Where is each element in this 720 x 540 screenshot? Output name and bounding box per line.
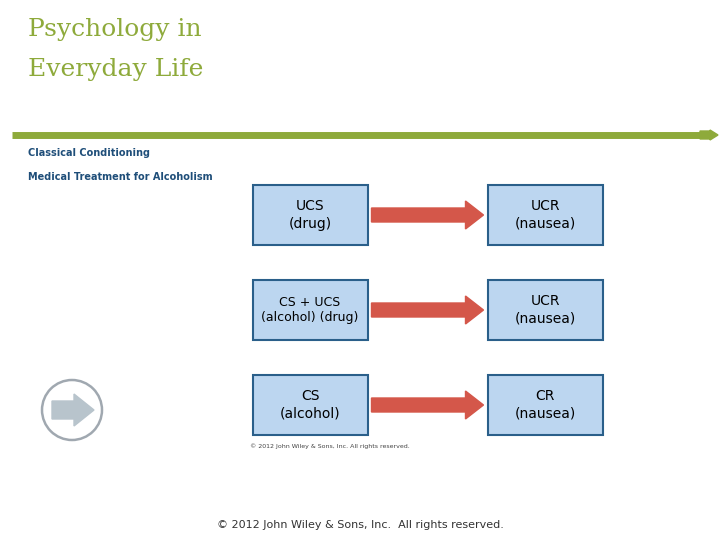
Text: Classical Conditioning: Classical Conditioning [28, 148, 150, 158]
Text: © 2012 John Wiley & Sons, Inc. All rights reserved.: © 2012 John Wiley & Sons, Inc. All right… [250, 443, 410, 449]
Text: CS + UCS
(alcohol) (drug): CS + UCS (alcohol) (drug) [261, 295, 359, 325]
Text: Psychology in: Psychology in [28, 18, 202, 41]
FancyBboxPatch shape [487, 375, 603, 435]
Polygon shape [372, 391, 484, 419]
Polygon shape [372, 201, 484, 229]
Text: Medical Treatment for Alcoholism: Medical Treatment for Alcoholism [28, 172, 212, 182]
Polygon shape [372, 296, 484, 324]
Text: UCR
(nausea): UCR (nausea) [514, 294, 575, 326]
Text: UCS
(drug): UCS (drug) [289, 199, 332, 231]
FancyBboxPatch shape [253, 280, 367, 340]
Polygon shape [52, 394, 94, 426]
FancyBboxPatch shape [487, 280, 603, 340]
Text: © 2012 John Wiley & Sons, Inc.  All rights reserved.: © 2012 John Wiley & Sons, Inc. All right… [217, 520, 503, 530]
Circle shape [42, 380, 102, 440]
Text: CS
(alcohol): CS (alcohol) [279, 389, 341, 421]
FancyArrow shape [700, 130, 718, 140]
FancyBboxPatch shape [487, 185, 603, 245]
FancyBboxPatch shape [253, 375, 367, 435]
Text: Everyday Life: Everyday Life [28, 58, 203, 81]
Text: CR
(nausea): CR (nausea) [514, 389, 575, 421]
Text: UCR
(nausea): UCR (nausea) [514, 199, 575, 231]
FancyBboxPatch shape [253, 185, 367, 245]
